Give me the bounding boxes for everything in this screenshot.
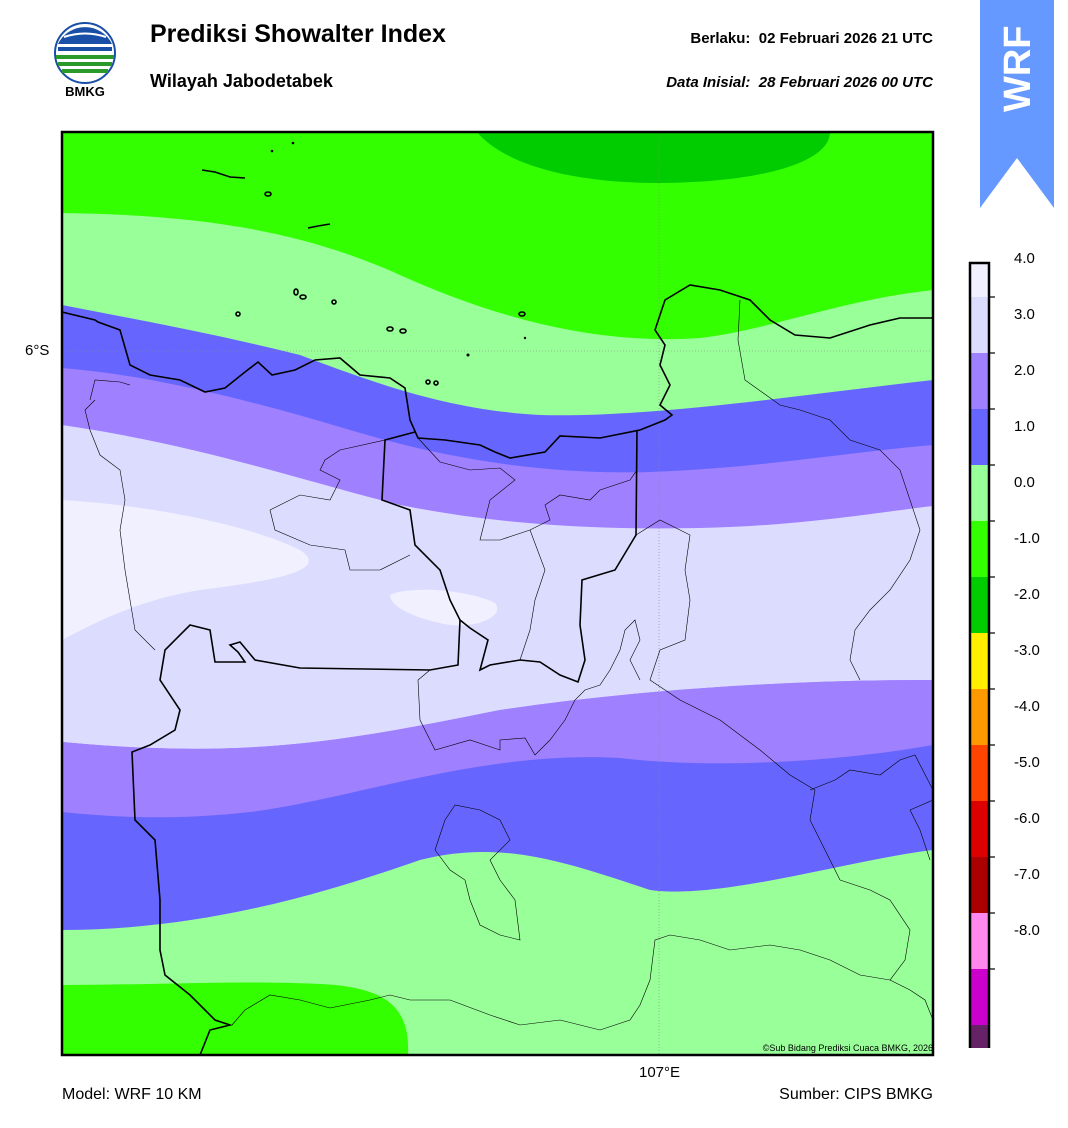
- init-label: Data Inisial:: [666, 74, 751, 91]
- source-label: Sumber: CIPS BMKG: [779, 1086, 933, 1103]
- init-value: 28 Februari 2026 00 UTC: [758, 74, 933, 91]
- contour-fill: [62, 132, 933, 1055]
- bmkg-emblem-icon: [54, 22, 116, 84]
- colorbar-label: -7.0: [1014, 866, 1040, 883]
- colorbar-label: -6.0: [1014, 810, 1040, 827]
- colorbar-segment: [970, 801, 989, 857]
- colorbar-label: 2.0: [1014, 362, 1035, 379]
- colorbar-label: -4.0: [1014, 698, 1040, 715]
- copyright-note: ©Sub Bidang Prediksi Cuaca BMKG, 2026: [762, 1043, 933, 1053]
- colorbar-label: -8.0: [1014, 922, 1040, 939]
- colorbar-segment: [970, 521, 989, 577]
- wrf-badge-text: WRF: [997, 25, 1039, 112]
- colorbar-label: 4.0: [1014, 250, 1035, 267]
- valid-value: 02 Februari 2026 21 UTC: [758, 30, 933, 47]
- model-label: Model: WRF 10 KM: [62, 1086, 202, 1103]
- colorbar-segment: [970, 857, 989, 913]
- colorbar-segment: [970, 745, 989, 801]
- colorbar-segment: [970, 1025, 989, 1081]
- colorbar-segment: [970, 409, 989, 465]
- valid-time: Berlaku: 02 Februari 2026 21 UTC: [690, 30, 933, 47]
- init-time: Data Inisial: 28 Februari 2026 00 UTC: [666, 74, 933, 91]
- latitude-label: 6°S: [25, 342, 50, 359]
- colorbar-label: -5.0: [1014, 754, 1040, 771]
- bmkg-logo: BMKG: [50, 18, 120, 104]
- colorbar-segment: [970, 353, 989, 409]
- page-subtitle: Wilayah Jabodetabek: [150, 71, 333, 91]
- colorbar-label: 0.0: [1014, 474, 1035, 491]
- colorbar-segment: [970, 969, 989, 1025]
- colorbar-segment: [970, 633, 989, 689]
- colorbar-segment: [970, 913, 989, 969]
- colorbar-segment: [970, 577, 989, 633]
- colorbar-label: 1.0: [1014, 418, 1035, 435]
- logo-text: BMKG: [65, 84, 105, 99]
- colorbar-segment: [970, 465, 989, 521]
- wrf-ribbon: WRF: [980, 0, 1054, 208]
- colorbar-label: -3.0: [1014, 642, 1040, 659]
- wrf-badge: WRF: [980, 0, 1054, 210]
- colorbar-segment: [970, 263, 989, 297]
- longitude-label: 107°E: [639, 1064, 681, 1081]
- colorbar-label: -1.0: [1014, 530, 1040, 547]
- page-title: Prediksi Showalter Index: [150, 20, 446, 48]
- valid-label: Berlaku:: [690, 30, 751, 47]
- colorbar-segment: [970, 297, 989, 353]
- colorbar-segment: [970, 689, 989, 745]
- colorbar-label: -2.0: [1014, 586, 1040, 603]
- colorbar-label: 3.0: [1014, 306, 1035, 323]
